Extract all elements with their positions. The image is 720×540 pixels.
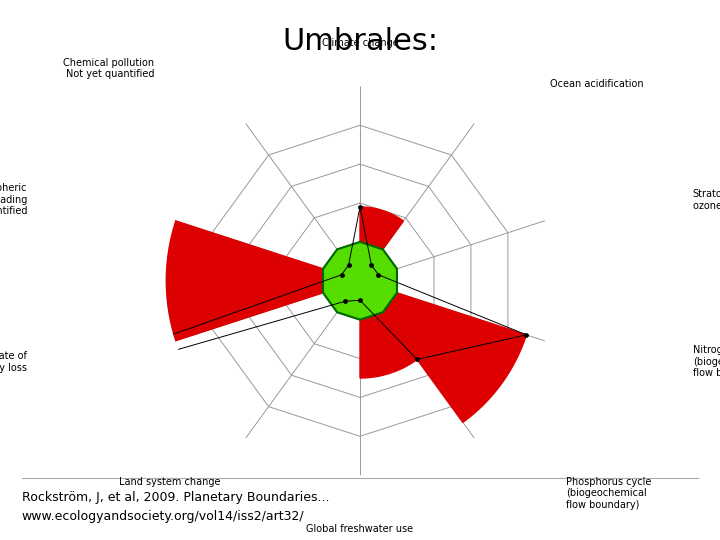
Polygon shape bbox=[360, 281, 417, 378]
Point bbox=[366, 261, 377, 269]
Text: Chemical pollution
Not yet quantified: Chemical pollution Not yet quantified bbox=[63, 58, 154, 79]
Point bbox=[343, 261, 354, 269]
Text: Rockström, J, et al, 2009. Planetary Boundaries...: Rockström, J, et al, 2009. Planetary Bou… bbox=[22, 491, 329, 504]
Polygon shape bbox=[0, 137, 360, 425]
Text: Umbrales:: Umbrales: bbox=[282, 27, 438, 56]
Point bbox=[339, 297, 351, 306]
Point bbox=[411, 355, 423, 364]
Point bbox=[336, 271, 347, 279]
Text: Ocean acidification: Ocean acidification bbox=[551, 79, 644, 89]
Polygon shape bbox=[323, 242, 397, 320]
Polygon shape bbox=[360, 281, 526, 422]
Text: Nitrogen cycle
(biogeochemical
flow boundary): Nitrogen cycle (biogeochemical flow boun… bbox=[693, 345, 720, 379]
Point bbox=[521, 330, 532, 339]
Text: Atmospheric
aerosol loading
Not yet quantified: Atmospheric aerosol loading Not yet quan… bbox=[0, 183, 27, 217]
Text: Land system change: Land system change bbox=[119, 477, 220, 488]
Point bbox=[354, 296, 366, 305]
Text: Phosphorus cycle
(biogeochemical
flow boundary): Phosphorus cycle (biogeochemical flow bo… bbox=[566, 476, 651, 510]
Text: Climate change: Climate change bbox=[322, 37, 398, 48]
Text: www.ecologyandsociety.org/vol14/iss2/art32/: www.ecologyandsociety.org/vol14/iss2/art… bbox=[22, 510, 305, 523]
Point bbox=[373, 271, 384, 279]
Text: Rate of
biodiversity loss: Rate of biodiversity loss bbox=[0, 351, 27, 373]
Polygon shape bbox=[360, 207, 403, 281]
Text: Stratospheric
ozone depletion: Stratospheric ozone depletion bbox=[693, 189, 720, 211]
Text: Global freshwater use: Global freshwater use bbox=[307, 524, 413, 534]
Point bbox=[354, 202, 366, 211]
